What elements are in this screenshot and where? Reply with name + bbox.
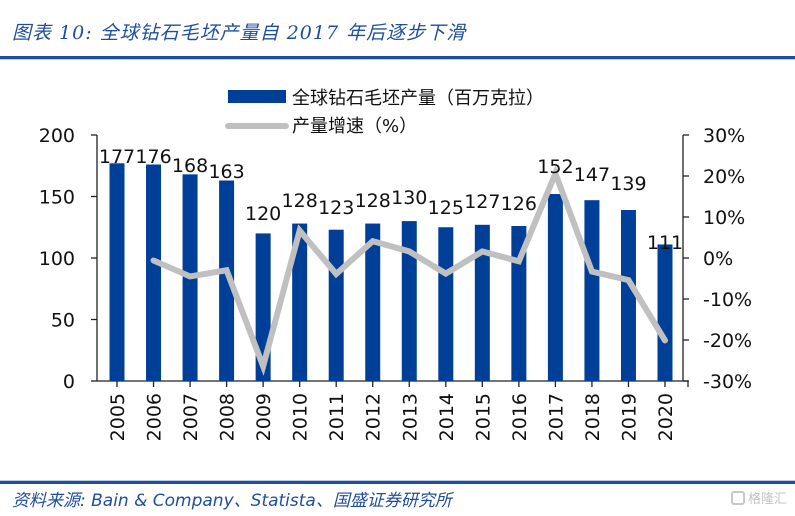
x-tick-label: 2018 <box>582 393 604 441</box>
bar-value-label: 177 <box>99 146 135 168</box>
left-tick-label: 100 <box>39 248 75 270</box>
bar-value-label: 123 <box>318 197 354 219</box>
bar-2008 <box>219 180 235 381</box>
top-divider <box>0 56 795 60</box>
right-tick-label: 30% <box>703 125 745 147</box>
bar-2006 <box>146 164 162 381</box>
right-tick-label: 20% <box>703 166 745 188</box>
right-tick-label: 0% <box>703 248 733 270</box>
bar-value-label: 127 <box>464 191 500 213</box>
x-tick-label: 2015 <box>472 393 494 441</box>
bar-2015 <box>474 224 490 381</box>
left-tick-label: 50 <box>51 310 75 332</box>
bar-2017 <box>547 194 563 381</box>
x-tick-label: 2011 <box>326 393 348 441</box>
x-tick-label: 2008 <box>217 393 239 441</box>
x-tick-label: 2012 <box>363 393 385 441</box>
bar-2014 <box>438 227 454 381</box>
bar-value-label: 139 <box>610 173 646 195</box>
chart-area: 0 50 100 150 200 -30% -20% -10% 0% 10% 20% 30% 2005 2… <box>39 88 752 441</box>
right-tick-label: 10% <box>703 207 745 229</box>
bar-value-label: 120 <box>245 203 281 225</box>
bar-2020 <box>657 244 673 381</box>
bar-value-label: 168 <box>172 155 208 177</box>
bar-value-label: 176 <box>135 146 171 168</box>
bar-2011 <box>328 229 344 381</box>
x-tick-label: 2006 <box>144 393 166 441</box>
x-tick-label: 2010 <box>290 393 312 441</box>
x-tick-label: 2016 <box>509 393 531 441</box>
source-note: 资料来源: Bain & Company、Statista、国盛证券研究所 <box>12 491 452 511</box>
bar-value-label: 128 <box>282 190 318 212</box>
gelonghui-logo-icon <box>730 490 745 505</box>
bar-value-label: 111 <box>647 232 683 254</box>
bar-value-label: 126 <box>501 193 537 215</box>
bar-2010 <box>292 223 308 381</box>
x-tick-label: 2005 <box>107 393 129 441</box>
bar-2012 <box>365 223 381 381</box>
left-tick-label: 0 <box>63 371 75 393</box>
x-tick-label: 2017 <box>545 393 567 441</box>
x-tick-label: 2009 <box>253 393 275 441</box>
bar-value-label: 130 <box>391 187 427 209</box>
x-tick-label: 2013 <box>399 393 421 441</box>
chart-title: 图表 10: 全球钻石毛坯产量自 2017 年后逐步下滑 <box>12 22 467 44</box>
bar-value-label: 125 <box>428 197 464 219</box>
bar-2018 <box>584 200 600 381</box>
bar-value-label: 152 <box>537 156 573 178</box>
legend-line-label: 产量增速（%） <box>292 116 417 137</box>
right-tick-label: -20% <box>703 330 752 352</box>
x-tick-label: 2020 <box>655 393 677 441</box>
x-tick-label: 2019 <box>618 393 640 441</box>
right-tick-label: -10% <box>703 289 752 311</box>
left-tick-label: 150 <box>39 187 75 209</box>
bottom-divider <box>0 480 795 484</box>
bar-2019 <box>620 210 636 381</box>
x-tick-label: 2014 <box>436 393 458 441</box>
bar-2005 <box>109 163 125 381</box>
legend-bar-label: 全球钻石毛坯产量（百万克拉） <box>292 88 544 109</box>
bar-value-label: 128 <box>355 190 391 212</box>
bar-2013 <box>401 221 417 381</box>
left-tick-label: 200 <box>39 125 75 147</box>
right-tick-label: -30% <box>703 371 752 393</box>
bar-2016 <box>511 226 527 381</box>
bar-value-label: 147 <box>574 164 610 186</box>
watermark-text: 格隆汇 <box>747 492 787 507</box>
bar-value-label: 163 <box>208 161 244 183</box>
watermark: 格隆汇 <box>730 488 787 507</box>
x-tick-label: 2007 <box>180 393 202 441</box>
legend-bar-swatch <box>228 90 286 103</box>
growth-rate-line <box>150 165 668 376</box>
